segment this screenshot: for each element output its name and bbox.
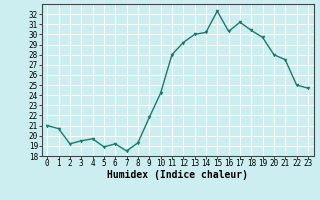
X-axis label: Humidex (Indice chaleur): Humidex (Indice chaleur) — [107, 170, 248, 180]
